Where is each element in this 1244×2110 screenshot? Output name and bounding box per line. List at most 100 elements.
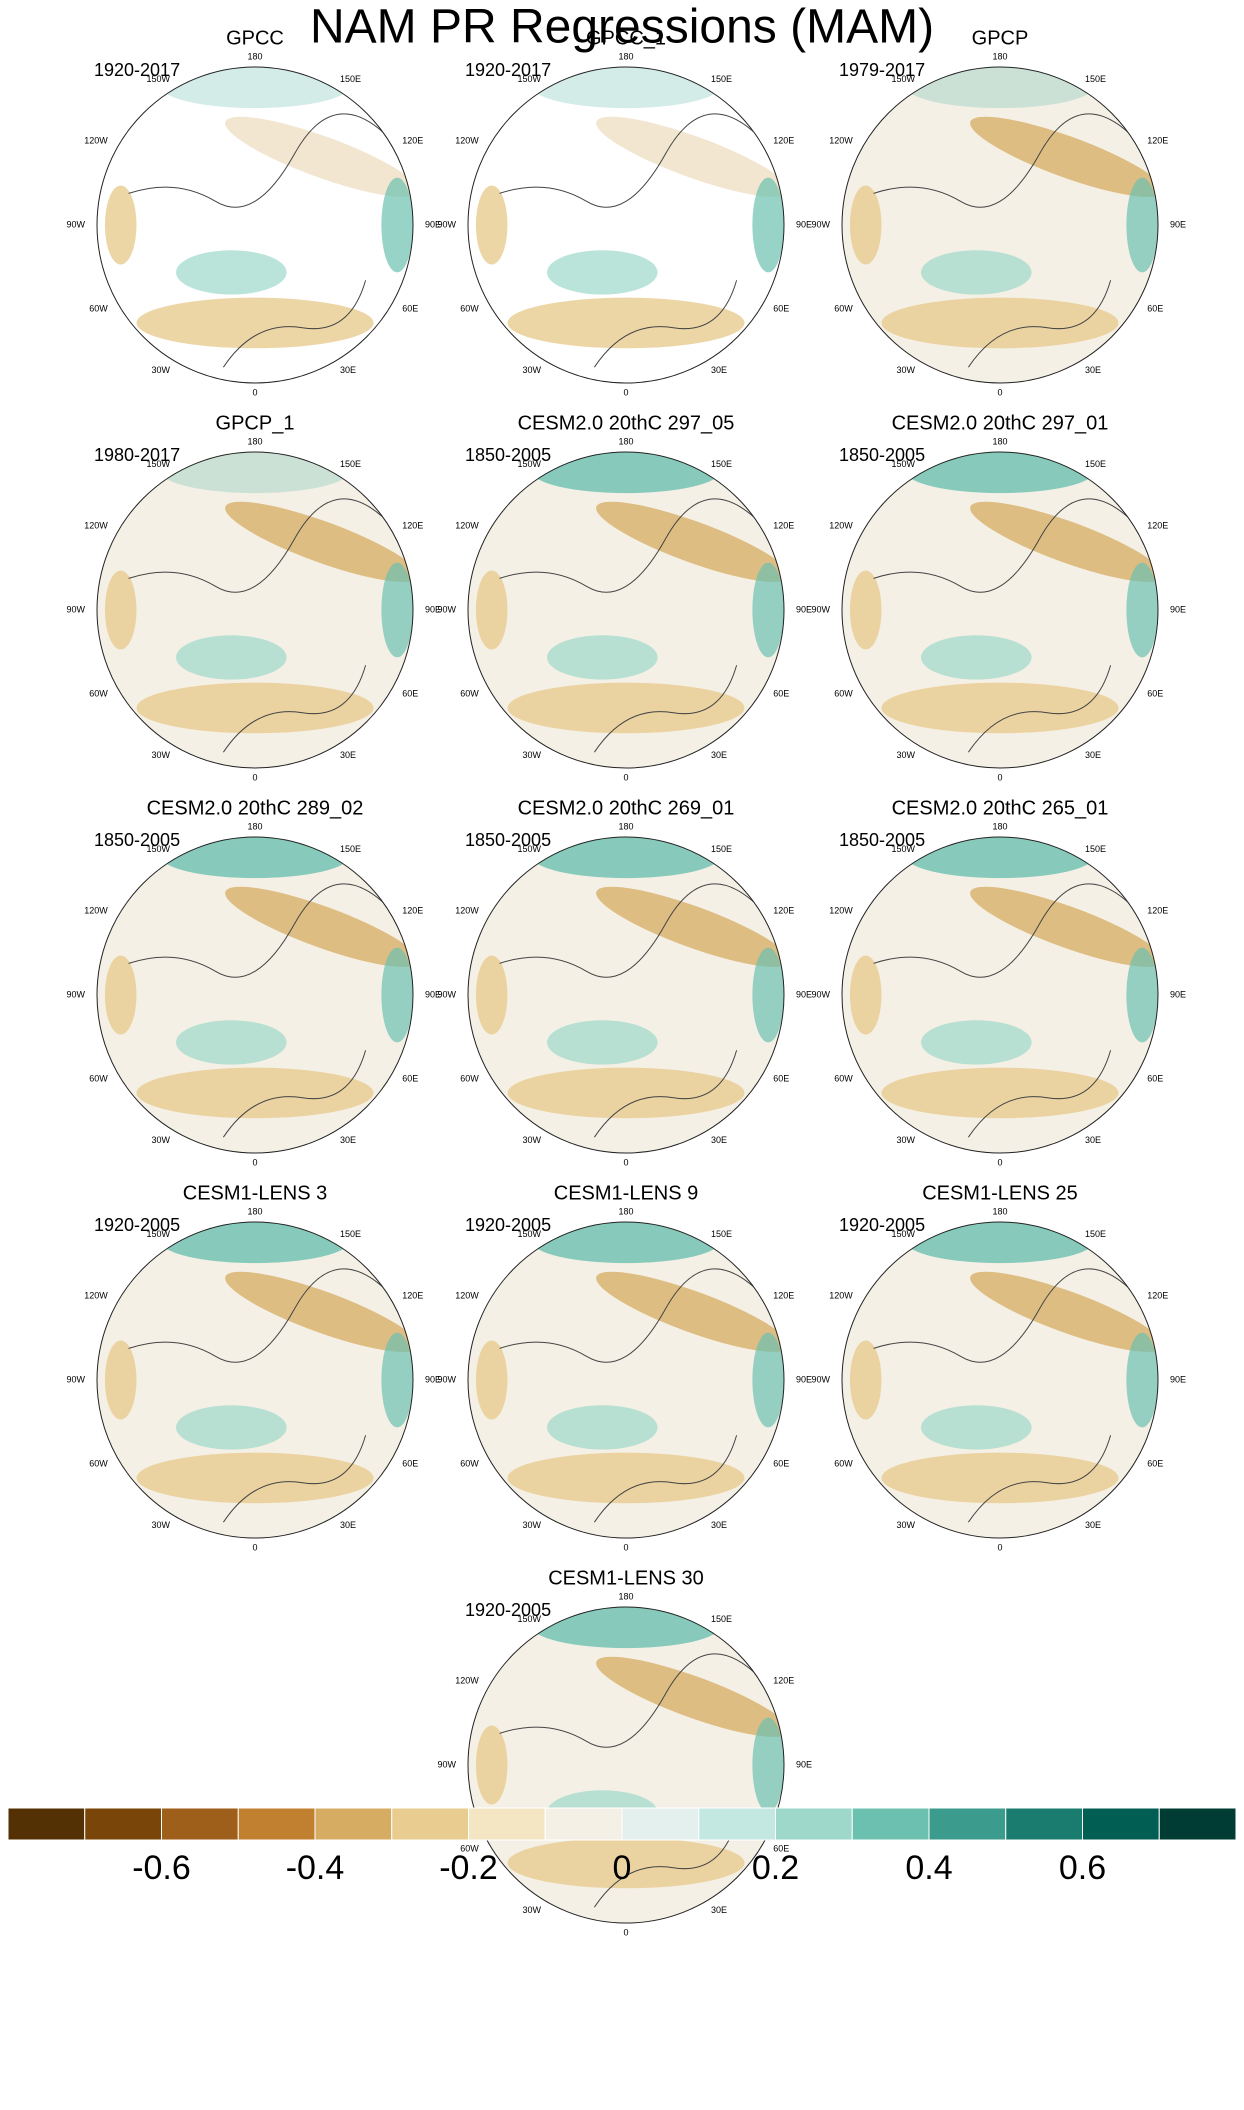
- field-blob: [881, 1452, 1119, 1504]
- lon-label: 180: [618, 1591, 633, 1601]
- field-blob: [531, 837, 721, 879]
- colorbar-bin: [237, 1807, 316, 1841]
- panel-title: CESM2.0 20thC 289_02: [147, 797, 364, 819]
- field-blob: [905, 1222, 1095, 1264]
- lon-label: 180: [992, 436, 1007, 446]
- lon-label: 90W: [437, 604, 456, 614]
- coastline: [499, 113, 761, 368]
- field-blob: [547, 1020, 658, 1065]
- map-border: [467, 66, 785, 384]
- lon-label: 30W: [896, 365, 915, 375]
- field-blob: [921, 635, 1032, 680]
- map-panel: CESM2.0 20thC 297_05 1850-2005 180 150E 120E…: [437, 412, 812, 782]
- field-blob: [225, 1271, 413, 1352]
- field-blob: [176, 1405, 287, 1450]
- map-panel: CESM2.0 20thC 289_02 1850-2005 180 150E 120E…: [66, 797, 441, 1167]
- field-blob: [225, 116, 413, 197]
- map-field: [842, 67, 1158, 383]
- field-blob: [970, 116, 1158, 197]
- map-field: [468, 837, 784, 1153]
- lon-label: 60W: [834, 303, 853, 313]
- lon-label: 60W: [834, 1073, 853, 1083]
- field-blob: [475, 1340, 508, 1420]
- field-blob: [905, 837, 1095, 879]
- coastline: [128, 1268, 390, 1523]
- lon-label: 120E: [1147, 520, 1168, 530]
- colorbar-label: 0: [613, 1849, 632, 1887]
- colorbar-bin: [775, 1807, 853, 1841]
- field-blob: [381, 947, 413, 1043]
- field-blob: [547, 1405, 658, 1450]
- lon-label: 60W: [89, 688, 108, 698]
- colorbar-bin: [1158, 1807, 1237, 1841]
- colorbar-bin: [851, 1807, 930, 1841]
- lon-label: 90E: [1170, 1374, 1186, 1384]
- map-field: [468, 1607, 784, 1923]
- lon-label: 60E: [1147, 303, 1163, 313]
- lon-label: 120W: [829, 1290, 853, 1300]
- lon-label: 150E: [340, 74, 361, 84]
- panel-period: 1920-2017: [94, 60, 180, 80]
- field-blob: [104, 955, 137, 1035]
- lon-label: 180: [992, 1206, 1007, 1216]
- panel-period: 1850-2005: [94, 830, 180, 850]
- lon-label: 150E: [340, 1229, 361, 1239]
- lon-label: 90W: [437, 219, 456, 229]
- coastline: [873, 883, 1135, 1138]
- field-blob: [475, 1725, 508, 1805]
- coastline: [873, 113, 1135, 368]
- field-blob: [507, 1837, 745, 1889]
- panel-title: GPCC_1: [586, 27, 666, 49]
- lon-label: 120E: [1147, 905, 1168, 915]
- lon-label: 0: [252, 1157, 257, 1167]
- colorbar-label: 0.6: [1059, 1849, 1106, 1887]
- field-blob: [921, 1020, 1032, 1065]
- lon-label: 30E: [711, 1520, 727, 1530]
- lon-label: 60W: [89, 1073, 108, 1083]
- lon-label: 90E: [796, 604, 812, 614]
- map-border: [467, 1221, 785, 1539]
- lon-label: 0: [623, 1927, 628, 1937]
- lon-label: 120W: [455, 905, 479, 915]
- coastline: [499, 1653, 761, 1908]
- lon-label: 150W: [517, 844, 541, 854]
- lon-label: 90W: [437, 989, 456, 999]
- lon-label: 30W: [522, 1135, 541, 1145]
- lon-label: 60E: [1147, 1073, 1163, 1083]
- colorbar-label: -0.4: [286, 1849, 345, 1887]
- lon-label: 0: [623, 1542, 628, 1552]
- field-blob: [849, 955, 882, 1035]
- panel-period: 1920-2005: [839, 1215, 925, 1235]
- lon-label: 180: [247, 436, 262, 446]
- field-blob: [596, 1656, 784, 1737]
- panel-period: 1850-2005: [839, 830, 925, 850]
- lon-label: 90E: [796, 1759, 812, 1769]
- field-blob: [136, 682, 374, 734]
- field-blob: [225, 886, 413, 967]
- lon-label: 90W: [811, 1374, 830, 1384]
- colorbar-bin: [928, 1807, 1007, 1841]
- field-blob: [596, 886, 784, 967]
- lon-label: 90W: [66, 1374, 85, 1384]
- colorbar-bin: [468, 1807, 546, 1841]
- lon-label: 30W: [522, 1520, 541, 1530]
- lon-label: 150E: [340, 844, 361, 854]
- lon-label: 60E: [773, 1073, 789, 1083]
- lon-label: 90E: [796, 219, 812, 229]
- map-panel: GPCC_1 1920-2017 180 150E 120E 90E 60E 30E 0 30W 6…: [437, 27, 812, 397]
- map-field: [842, 1222, 1158, 1538]
- lon-label: 150W: [517, 74, 541, 84]
- lon-label: 0: [623, 1157, 628, 1167]
- panel-period: 1850-2005: [465, 445, 551, 465]
- field-blob: [176, 635, 287, 680]
- map-field: [468, 452, 784, 768]
- lon-label: 30E: [340, 750, 356, 760]
- map-border: [467, 451, 785, 769]
- field-blob: [921, 250, 1032, 295]
- lon-label: 60W: [460, 688, 479, 698]
- lon-label: 150W: [517, 1229, 541, 1239]
- lon-label: 30W: [896, 750, 915, 760]
- lon-label: 60E: [773, 1843, 789, 1853]
- lon-label: 120E: [773, 1290, 794, 1300]
- lon-label: 30W: [896, 1520, 915, 1530]
